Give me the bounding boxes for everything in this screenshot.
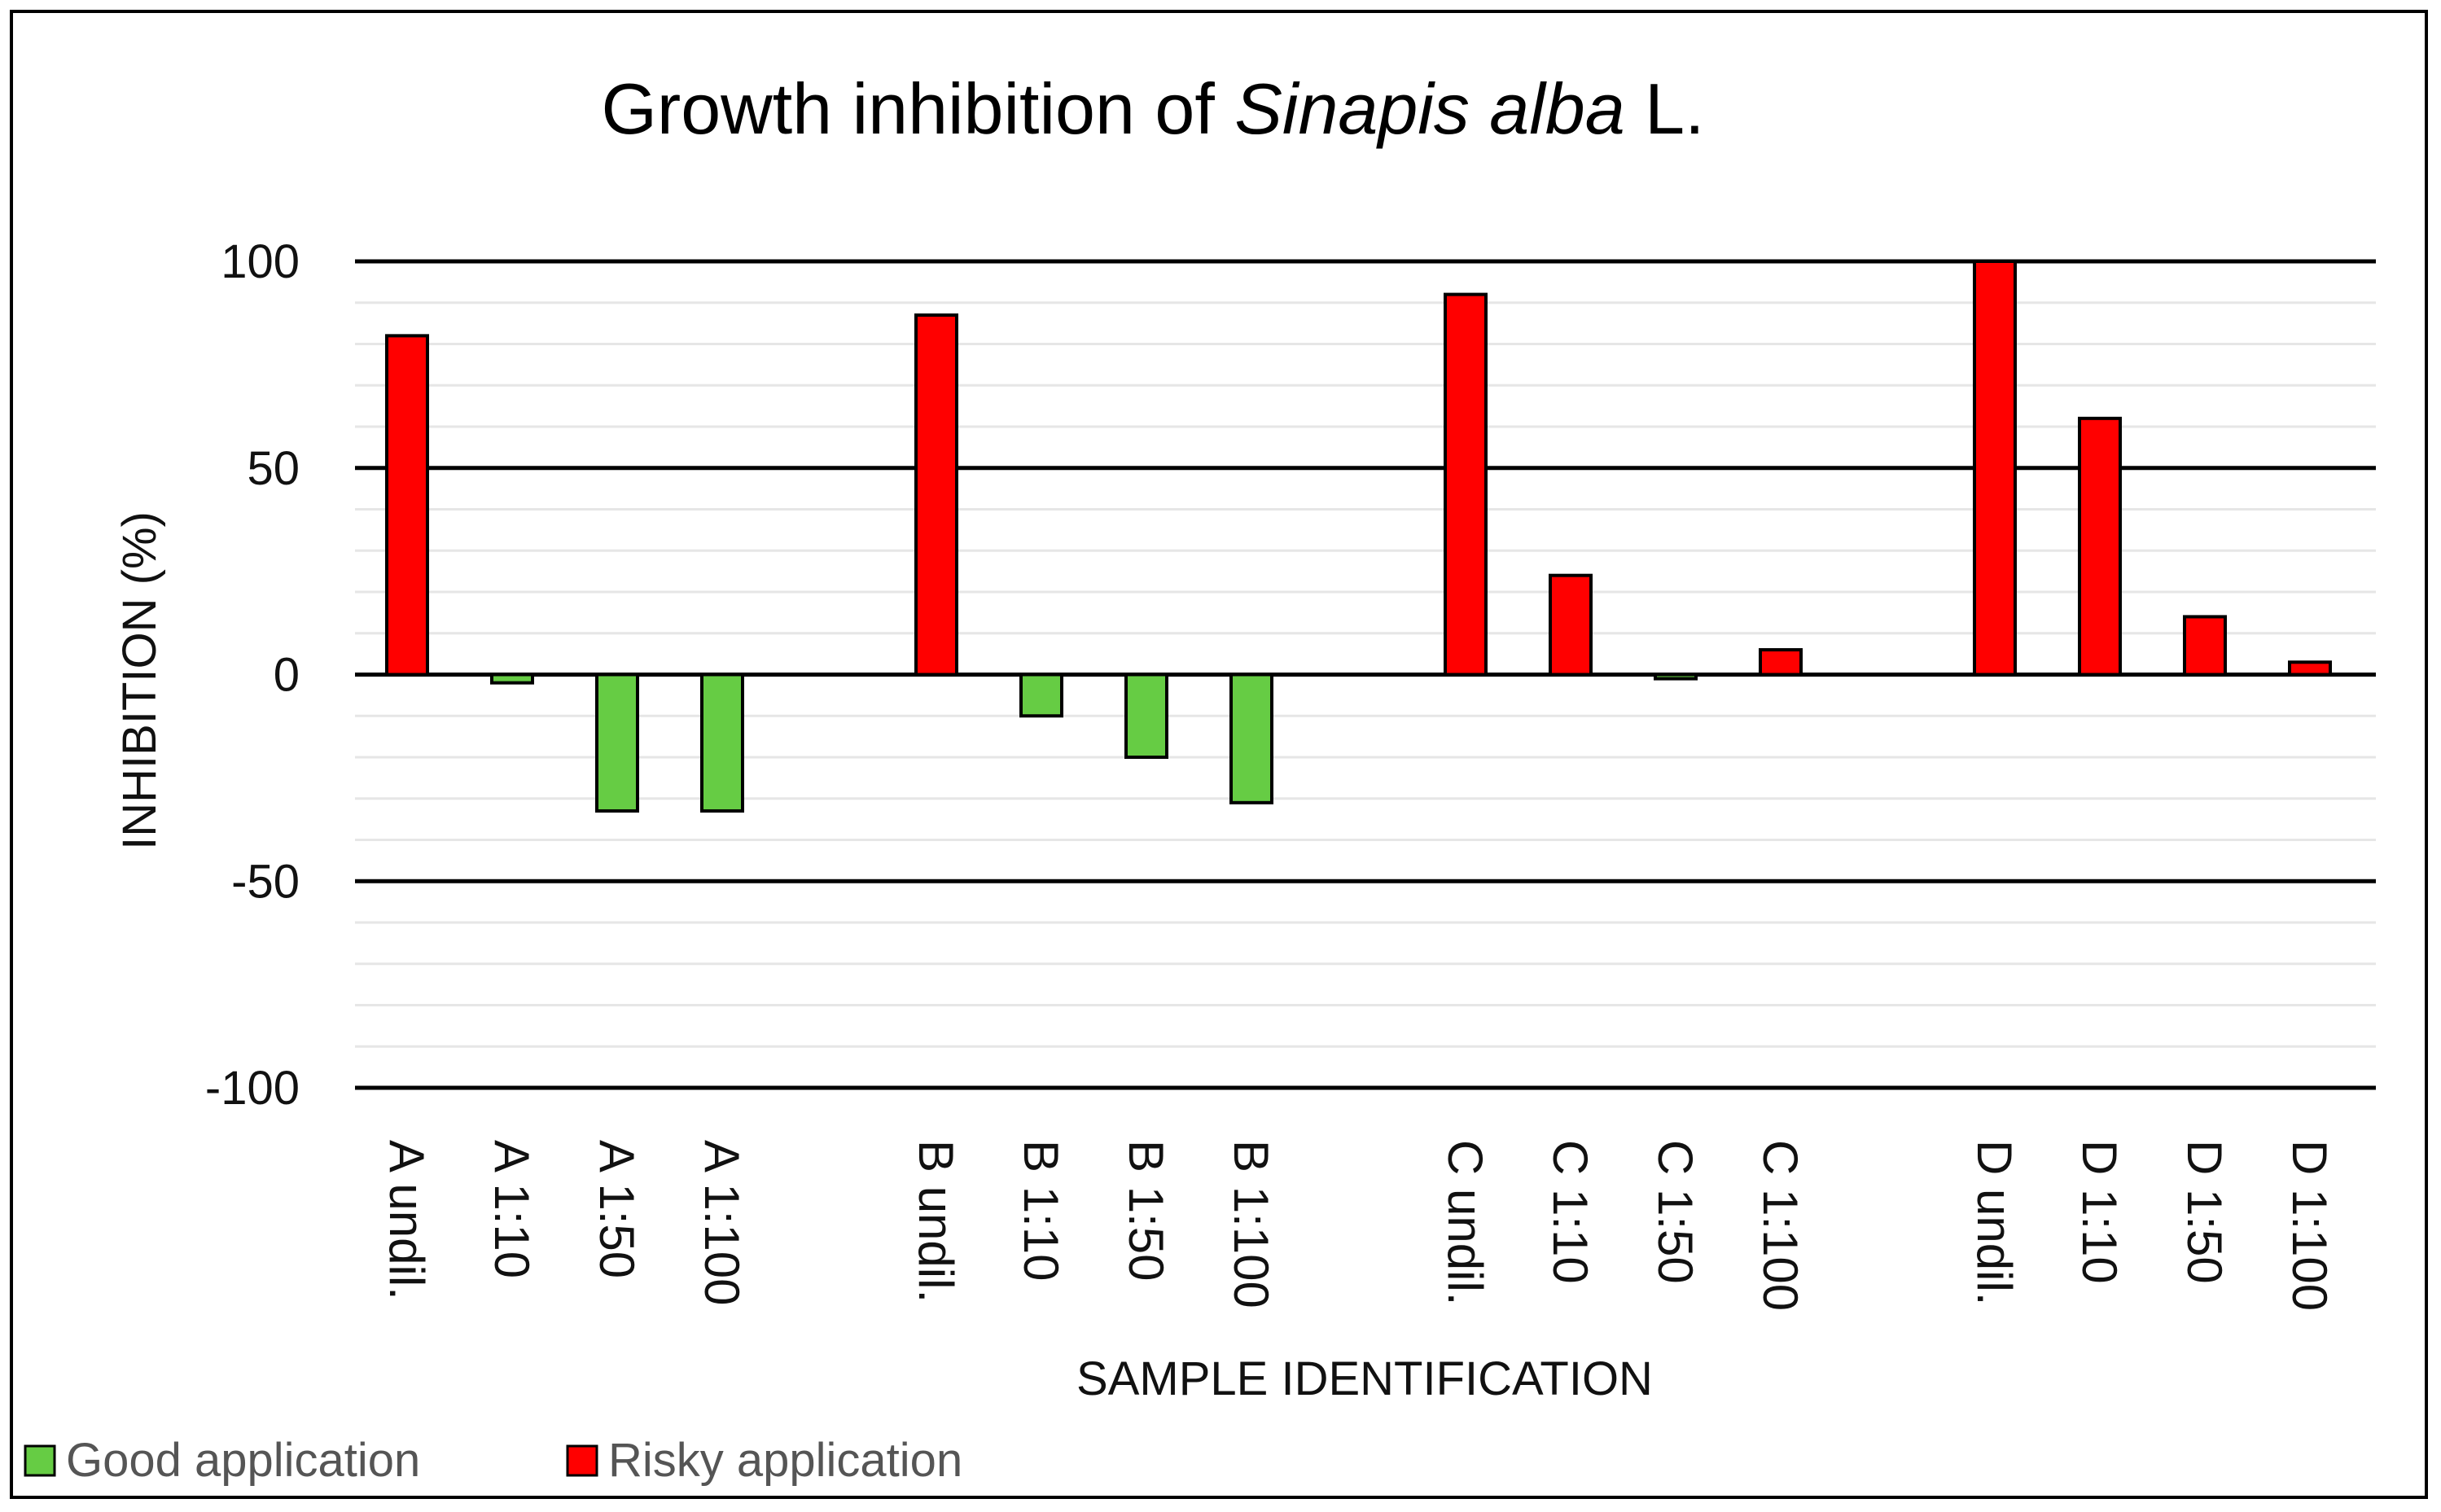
y-tick-label: 50: [247, 442, 300, 495]
legend-label-good: Good application: [66, 1434, 420, 1487]
bar-b-1-50: [1124, 673, 1168, 759]
bars: [385, 260, 2332, 813]
bar-a-1-50: [595, 673, 639, 813]
y-tick-label: 0: [274, 649, 300, 702]
x-tick-label: B 1:50: [1119, 1140, 1173, 1281]
x-tick-label: A 1:10: [484, 1140, 539, 1278]
bar-a-undil: [385, 334, 429, 677]
x-tick-label: D 1:50: [2177, 1140, 2232, 1284]
bar-d-1-50: [2183, 615, 2227, 677]
x-tick-label: D undil.: [1967, 1140, 2022, 1305]
x-tick-label: B 1:100: [1224, 1140, 1278, 1308]
bar-c-1-10: [1549, 573, 1593, 677]
bar-b-1-10: [1019, 673, 1063, 718]
bar-a-1-10: [490, 673, 534, 685]
chart-canvas: Growth inhibition of Sinapis alba L. 100…: [24, 68, 2376, 1487]
x-tick-label: A 1:50: [589, 1140, 644, 1278]
y-tick-label: -50: [231, 855, 300, 908]
y-axis-label: INHIBITION (%): [113, 511, 166, 850]
bar-b-undil: [914, 313, 958, 677]
x-tick-label: C 1:100: [1753, 1140, 1808, 1311]
bar-c-1-100: [1759, 648, 1803, 677]
y-tick-label: -100: [205, 1062, 300, 1115]
bar-d-undil: [1973, 260, 2017, 677]
x-axis-label: SAMPLE IDENTIFICATION: [1076, 1352, 1653, 1405]
bar-d-1-100: [2288, 660, 2332, 677]
minor-gridlines: [355, 301, 2376, 1048]
x-tick-label: B 1:10: [1014, 1140, 1068, 1281]
chart-frame: Growth inhibition of Sinapis alba L. 100…: [10, 10, 2428, 1499]
x-tick-label: B undil.: [909, 1140, 963, 1303]
bar-d-1-10: [2078, 416, 2122, 677]
x-tick-label: C 1:50: [1648, 1140, 1703, 1284]
x-tick-label: A undil.: [379, 1140, 434, 1300]
x-tick-label: C undil.: [1438, 1140, 1492, 1305]
bar-c-1-50: [1654, 673, 1698, 681]
bar-b-1-100: [1229, 673, 1273, 804]
y-tick-labels: 100 50 0 -50 -100: [205, 235, 300, 1115]
y-tick-label: 100: [221, 235, 300, 288]
bar-c-undil: [1444, 292, 1488, 677]
bar-a-1-100: [700, 673, 744, 813]
x-tick-label: A 1:100: [695, 1140, 749, 1306]
x-tick-label: C 1:10: [1543, 1140, 1597, 1284]
legend-swatch-risky: [566, 1444, 598, 1477]
legend-swatch-good: [24, 1444, 56, 1477]
major-gridlines: [355, 259, 2376, 1090]
chart-title: Growth inhibition of Sinapis alba L.: [601, 68, 1704, 149]
legend: Good application Risky application: [24, 1434, 962, 1487]
x-tick-labels: A undil. A 1:10 A 1:50 A 1:100 B undil. B 1:1…: [379, 1140, 2337, 1311]
x-tick-label: D 1:10: [2072, 1140, 2127, 1284]
legend-label-risky: Risky application: [608, 1434, 962, 1487]
x-tick-label: D 1:100: [2282, 1140, 2337, 1311]
